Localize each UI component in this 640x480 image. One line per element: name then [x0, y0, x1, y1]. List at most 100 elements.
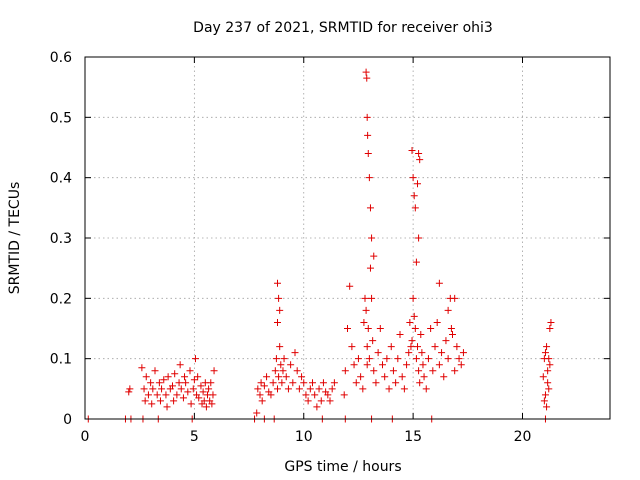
data-point — [253, 409, 261, 417]
data-point — [330, 379, 338, 387]
data-point — [191, 355, 199, 363]
data-point — [254, 385, 262, 393]
data-point — [370, 367, 378, 375]
data-point — [457, 361, 465, 369]
data-point — [162, 391, 170, 399]
data-point — [431, 343, 439, 351]
data-point — [141, 397, 149, 405]
data-point — [317, 397, 325, 405]
data-point — [408, 337, 416, 345]
data-point — [405, 349, 413, 357]
data-point — [276, 306, 284, 314]
data-point — [459, 349, 467, 357]
data-point — [379, 361, 386, 369]
data-point — [541, 391, 549, 399]
data-point — [359, 385, 367, 393]
data-point — [363, 113, 371, 121]
data-point — [365, 355, 373, 363]
data-point — [360, 318, 368, 326]
data-point — [364, 325, 372, 332]
data-point — [394, 355, 402, 363]
x-tick-label: 20 — [514, 429, 532, 445]
data-point — [341, 367, 349, 375]
data-point — [444, 306, 452, 314]
data-point — [387, 343, 395, 351]
data-point — [372, 379, 380, 387]
data-point — [427, 325, 435, 332]
data-point — [410, 312, 418, 320]
data-point — [313, 403, 321, 411]
data-point — [366, 264, 374, 272]
data-point — [207, 379, 215, 387]
data-point — [444, 355, 452, 363]
data-point — [171, 370, 179, 378]
data-point — [324, 391, 332, 399]
data-point — [543, 343, 551, 351]
x-axis-label: GPS time / hours — [284, 459, 401, 475]
data-point — [175, 379, 183, 387]
data-points — [84, 68, 555, 423]
data-point — [411, 325, 419, 332]
data-point — [417, 331, 425, 339]
data-point — [392, 379, 400, 387]
data-point — [433, 318, 441, 326]
data-point — [275, 373, 283, 381]
data-point — [398, 373, 406, 381]
data-point — [415, 234, 423, 242]
data-point — [275, 294, 283, 302]
data-point — [453, 343, 461, 351]
data-point — [396, 331, 404, 339]
data-point — [346, 282, 354, 290]
data-point — [158, 385, 166, 393]
data-point — [186, 367, 194, 375]
data-point — [295, 385, 303, 393]
data-point — [381, 373, 389, 381]
x-tick-label: 5 — [190, 429, 199, 445]
data-point — [153, 391, 161, 399]
data-point — [147, 379, 155, 387]
data-point — [210, 367, 218, 375]
data-point — [199, 388, 207, 396]
data-point — [361, 294, 369, 302]
data-point — [407, 343, 415, 351]
data-point — [304, 397, 312, 405]
data-point — [385, 385, 393, 393]
data-point — [155, 379, 163, 387]
y-tick-label: 0.2 — [50, 291, 72, 307]
data-point — [547, 318, 555, 326]
data-point — [415, 150, 423, 158]
data-point — [344, 325, 351, 332]
y-tick-label: 0.6 — [50, 50, 72, 66]
data-point — [374, 349, 382, 357]
y-tick-label: 0 — [63, 412, 72, 428]
y-tick-label: 0.3 — [50, 231, 72, 247]
data-point — [369, 337, 377, 345]
data-point — [451, 294, 459, 302]
data-point — [274, 279, 281, 287]
data-point — [272, 355, 280, 363]
data-point — [274, 318, 281, 326]
data-point — [144, 391, 152, 399]
data-point — [276, 343, 284, 351]
data-point — [302, 391, 310, 399]
data-point — [350, 361, 358, 369]
data-point — [340, 391, 348, 399]
data-point — [422, 385, 430, 393]
data-point — [208, 400, 216, 408]
data-point — [400, 385, 408, 393]
data-point — [177, 385, 185, 393]
data-point — [544, 367, 552, 375]
data-point — [411, 204, 419, 212]
data-point — [352, 379, 360, 387]
data-point — [362, 306, 370, 314]
data-point — [389, 367, 397, 375]
data-point — [256, 391, 264, 399]
data-point — [148, 400, 156, 408]
data-point — [138, 364, 146, 372]
data-point — [442, 337, 450, 345]
data-point — [306, 385, 314, 393]
data-point — [179, 394, 187, 402]
data-point — [545, 355, 553, 363]
data-point — [414, 180, 421, 188]
